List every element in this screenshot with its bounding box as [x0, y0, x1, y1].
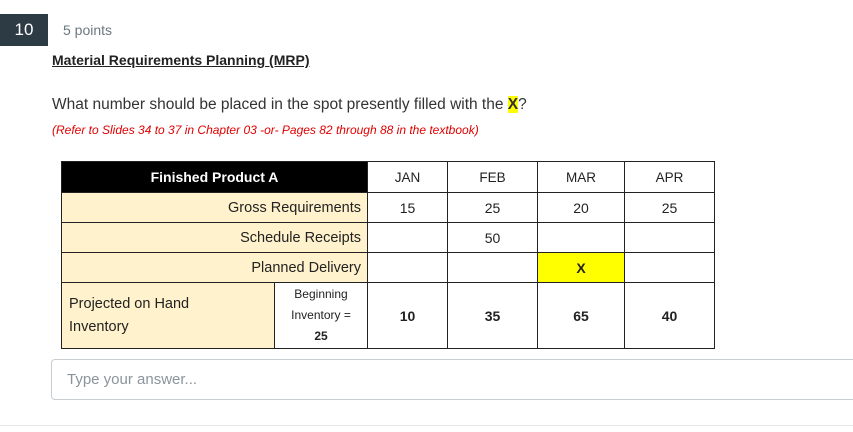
beginning-inventory-line1: Beginning [294, 287, 348, 301]
question-title: Material Requirements Planning (MRP) [52, 52, 310, 68]
planned-jan [367, 252, 448, 283]
schedule-receipts-label: Schedule Receipts [61, 222, 368, 253]
month-header-feb: FEB [447, 161, 538, 193]
question-highlight-x: X [507, 96, 519, 113]
onhand-jan: 10 [367, 282, 448, 349]
answer-input[interactable] [51, 359, 853, 400]
beginning-inventory-cell: Beginning Inventory = 25 [274, 282, 368, 349]
question-text-after: ? [518, 96, 527, 113]
schedule-receipts-row: Schedule Receipts 50 [61, 222, 715, 253]
gross-jan: 15 [367, 192, 448, 223]
month-header-mar: MAR [537, 161, 625, 193]
planned-delivery-row: Planned Delivery X [61, 252, 715, 283]
reference-note: (Refer to Slides 34 to 37 in Chapter 03 … [52, 123, 479, 137]
gross-requirements-label: Gross Requirements [61, 192, 368, 223]
receipts-feb: 50 [447, 222, 538, 253]
planned-feb [447, 252, 538, 283]
planned-apr [624, 252, 715, 283]
projected-on-hand-row: Projected on Hand Inventory Beginning Inve… [61, 282, 715, 349]
section-divider [0, 425, 853, 426]
question-text-before: What number should be placed in the spot… [52, 96, 508, 113]
month-header-jan: JAN [367, 161, 448, 193]
gross-requirements-row: Gross Requirements 15 25 20 25 [61, 192, 715, 223]
onhand-mar: 65 [537, 282, 625, 349]
planned-delivery-label: Planned Delivery [61, 252, 368, 283]
projected-on-hand-label-line1: Projected on Hand [69, 295, 190, 312]
projected-on-hand-label-line2: Inventory [69, 318, 129, 335]
gross-mar: 20 [537, 192, 625, 223]
onhand-apr: 40 [624, 282, 715, 349]
receipts-apr [624, 222, 715, 253]
onhand-feb: 35 [447, 282, 538, 349]
product-label: Finished Product A [61, 161, 368, 193]
mrp-header-row: Finished Product A JAN FEB MAR APR [61, 161, 715, 193]
question-points: 5 points [63, 22, 113, 38]
projected-on-hand-label: Projected on Hand Inventory [61, 282, 275, 349]
receipts-mar [537, 222, 625, 253]
gross-feb: 25 [447, 192, 538, 223]
month-header-apr: APR [624, 161, 715, 193]
beginning-inventory-line2: Inventory = [291, 308, 351, 322]
mrp-table: Finished Product A JAN FEB MAR APR Gross… [61, 161, 715, 349]
beginning-inventory-value: 25 [314, 329, 328, 343]
planned-mar-x-cell: X [537, 252, 625, 283]
question-text: What number should be placed in the spot… [52, 96, 527, 114]
gross-apr: 25 [624, 192, 715, 223]
receipts-jan [367, 222, 448, 253]
question-number-badge: 10 [0, 14, 48, 46]
